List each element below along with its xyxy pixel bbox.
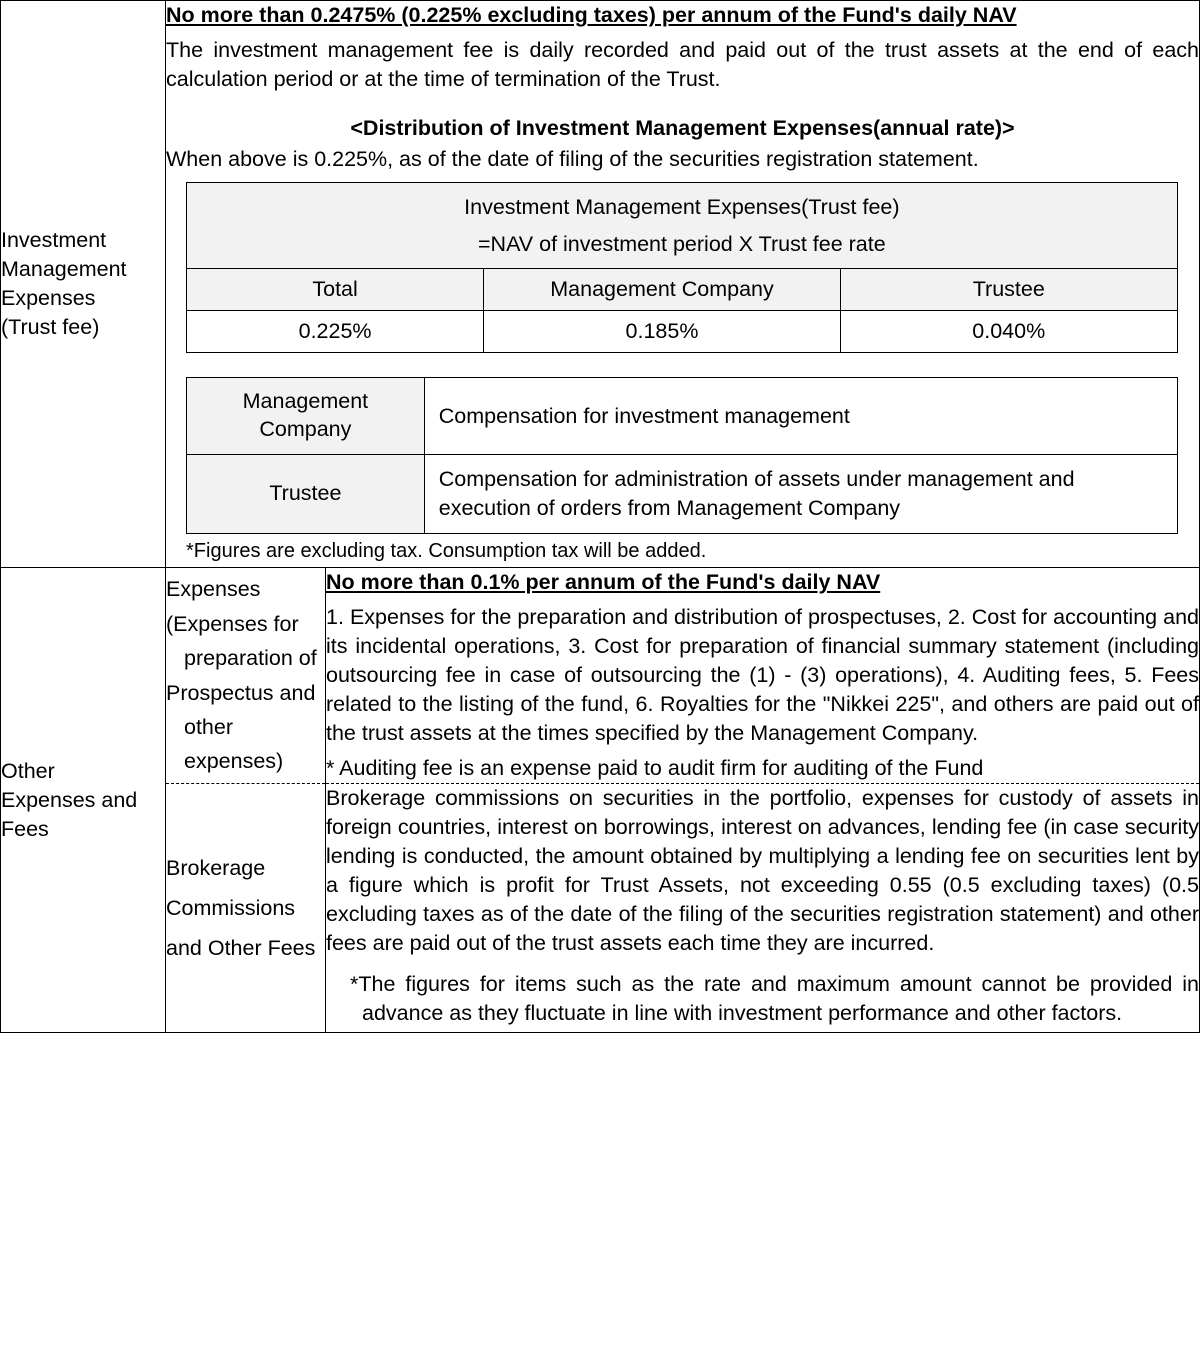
s1-headline: No more than 0.2475% (0.225% excluding t… — [166, 1, 1199, 30]
s2r2-body: Brokerage commissions on securities in t… — [326, 784, 1199, 958]
dist-header-l1: Investment Management Expenses(Trust fee… — [464, 195, 899, 219]
comp-row1-label: Trustee — [187, 455, 425, 534]
s2r2-note: *The figures for items such as the rate … — [350, 970, 1199, 1028]
s2r1-headline: No more than 0.1% per annum of the Fund'… — [326, 568, 1199, 597]
s2r2-sl1: Brokerage — [166, 851, 325, 885]
s1-label-l2: Management — [1, 257, 127, 281]
s1-para: The investment management fee is daily r… — [166, 36, 1199, 94]
s1-label-l4: (Trust fee) — [1, 315, 99, 339]
s2-label-l1: Other — [1, 759, 55, 783]
s2-row1-content: No more than 0.1% per annum of the Fund'… — [326, 568, 1200, 784]
section1-label: Investment Management Expenses (Trust fe… — [1, 1, 166, 568]
s2-label-l2: Expenses and — [1, 788, 137, 812]
dist-col1: Management Company — [484, 269, 841, 311]
s2r1-note: * Auditing fee is an expense paid to aud… — [326, 754, 1199, 783]
s1-footnote: *Figures are excluding tax. Consumption … — [186, 538, 1199, 565]
s1-label-l3: Expenses — [1, 286, 95, 310]
expenses-distribution-table: Investment Management Expenses(Trust fee… — [186, 182, 1178, 353]
comp-row0-label: Management Company — [187, 378, 425, 455]
s2-label-l3: Fees — [1, 817, 49, 841]
dist-col0: Total — [187, 269, 484, 311]
s2r1-sl2: (Expenses for preparation of — [166, 607, 325, 676]
dist-val0: 0.225% — [187, 311, 484, 353]
section1-content: No more than 0.2475% (0.225% excluding t… — [166, 1, 1200, 568]
s2r1-sl3: Prospectus and other expenses) — [166, 676, 325, 779]
comp-row1-text: Compensation for administration of asset… — [424, 455, 1177, 534]
fees-table: Investment Management Expenses (Trust fe… — [0, 0, 1200, 1033]
section2-label: Other Expenses and Fees — [1, 568, 166, 1033]
comp-r0-l2: Company — [259, 417, 351, 441]
compensation-table: Management Company Compensation for inve… — [186, 377, 1178, 534]
dist-val1: 0.185% — [484, 311, 841, 353]
s1-subhead: <Distribution of Investment Management E… — [166, 114, 1199, 143]
dist-header-l2: =NAV of investment period X Trust fee ra… — [478, 232, 886, 256]
s2r1-sl1: Expenses — [166, 572, 325, 606]
s2-row2-sublabel: Brokerage Commissions and Other Fees — [166, 784, 326, 1033]
dist-header: Investment Management Expenses(Trust fee… — [187, 183, 1178, 269]
dist-col2: Trustee — [840, 269, 1177, 311]
s1-label-l1: Investment — [1, 228, 106, 252]
s1-intro2: When above is 0.225%, as of the date of … — [166, 145, 1199, 174]
dist-val2: 0.040% — [840, 311, 1177, 353]
comp-r1-l1: Trustee — [269, 481, 341, 505]
s2r2-sl2: Commissions — [166, 891, 325, 925]
s2r1-body: 1. Expenses for the preparation and dist… — [326, 603, 1199, 748]
comp-row0-text: Compensation for investment management — [424, 378, 1177, 455]
s2r2-sl3: and Other Fees — [166, 931, 325, 965]
s2-row1-sublabel: Expenses (Expenses for preparation of Pr… — [166, 568, 326, 784]
s2-row2-content: Brokerage commissions on securities in t… — [326, 784, 1200, 1033]
comp-r0-l1: Management — [243, 389, 369, 413]
